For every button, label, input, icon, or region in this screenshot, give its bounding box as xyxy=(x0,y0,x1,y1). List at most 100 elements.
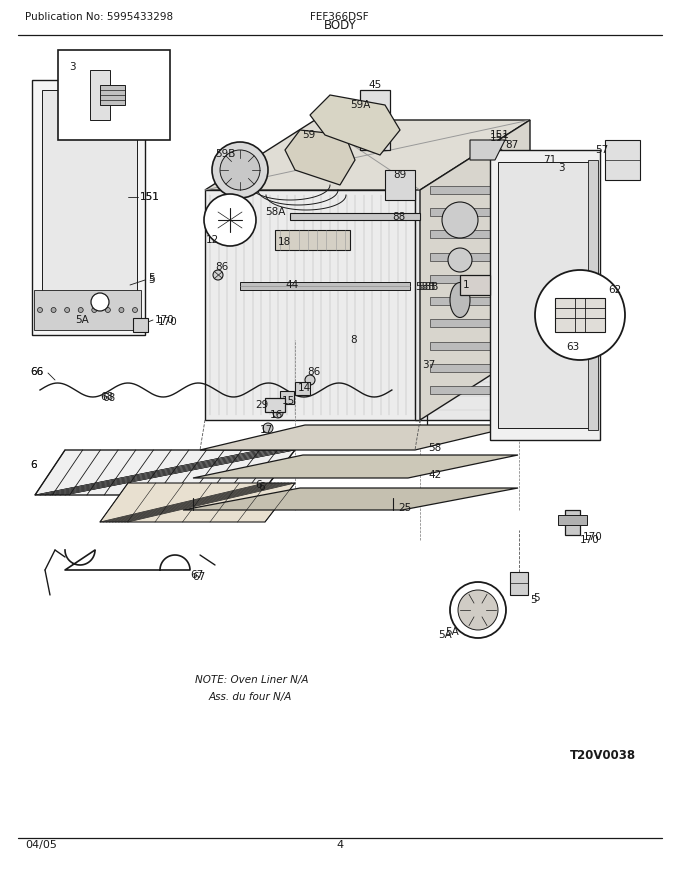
Polygon shape xyxy=(100,483,295,522)
Text: 25: 25 xyxy=(398,503,411,513)
Polygon shape xyxy=(558,515,587,525)
Polygon shape xyxy=(193,455,518,478)
Text: 68: 68 xyxy=(100,392,114,402)
Text: 21: 21 xyxy=(124,57,140,67)
Polygon shape xyxy=(430,209,560,216)
Polygon shape xyxy=(430,319,560,327)
Circle shape xyxy=(105,307,110,312)
Text: 68: 68 xyxy=(102,393,115,403)
Text: 59A: 59A xyxy=(350,100,371,110)
Circle shape xyxy=(92,307,97,312)
Text: 6: 6 xyxy=(30,460,37,470)
Circle shape xyxy=(442,202,478,238)
Polygon shape xyxy=(205,120,530,190)
Text: 57: 57 xyxy=(595,145,608,155)
Text: NOTE: Oven Liner N/A: NOTE: Oven Liner N/A xyxy=(195,675,309,685)
Circle shape xyxy=(448,248,472,272)
Text: 3: 3 xyxy=(77,65,84,75)
Text: 71: 71 xyxy=(543,155,556,165)
Text: 5A: 5A xyxy=(78,313,92,323)
Polygon shape xyxy=(275,230,350,250)
Text: 86: 86 xyxy=(307,367,320,377)
Text: T20V0038: T20V0038 xyxy=(570,749,636,762)
Text: 5: 5 xyxy=(148,275,154,285)
Circle shape xyxy=(119,307,124,312)
Text: 151: 151 xyxy=(490,133,510,143)
Polygon shape xyxy=(430,253,560,260)
Polygon shape xyxy=(290,213,420,220)
Polygon shape xyxy=(42,90,137,320)
Polygon shape xyxy=(133,318,148,332)
Circle shape xyxy=(450,582,506,638)
Polygon shape xyxy=(34,290,141,330)
Text: 5: 5 xyxy=(533,593,540,603)
Text: 17: 17 xyxy=(260,425,273,435)
Polygon shape xyxy=(605,140,640,180)
Polygon shape xyxy=(265,398,285,412)
Circle shape xyxy=(65,307,69,312)
Polygon shape xyxy=(430,386,560,394)
Polygon shape xyxy=(200,425,520,450)
Circle shape xyxy=(212,142,268,198)
Text: 58: 58 xyxy=(428,443,441,453)
Text: 170: 170 xyxy=(158,317,177,327)
Text: 66: 66 xyxy=(30,367,44,377)
Text: 62: 62 xyxy=(608,285,622,295)
Polygon shape xyxy=(430,363,560,371)
Text: 12: 12 xyxy=(205,235,219,245)
Circle shape xyxy=(37,307,42,312)
Circle shape xyxy=(220,150,260,190)
Circle shape xyxy=(535,270,625,360)
Polygon shape xyxy=(415,160,575,420)
Polygon shape xyxy=(58,50,170,140)
Text: 37: 37 xyxy=(422,360,435,370)
Text: 8: 8 xyxy=(350,335,356,345)
Text: 6: 6 xyxy=(30,460,37,470)
Text: 66: 66 xyxy=(30,367,44,377)
Text: 58A: 58A xyxy=(265,207,286,217)
Text: 63: 63 xyxy=(566,342,579,352)
Text: 45: 45 xyxy=(368,80,381,90)
Text: BODY: BODY xyxy=(324,19,356,32)
Text: 151: 151 xyxy=(140,192,160,202)
Text: 3: 3 xyxy=(558,163,564,173)
Polygon shape xyxy=(285,130,355,185)
Text: 5A: 5A xyxy=(445,627,459,637)
Text: FEF366DSF: FEF366DSF xyxy=(310,12,369,22)
Text: Ass. du four N/A: Ass. du four N/A xyxy=(209,692,292,702)
Text: 15: 15 xyxy=(282,396,295,406)
Circle shape xyxy=(213,270,223,280)
Text: 18: 18 xyxy=(278,237,291,247)
Polygon shape xyxy=(430,275,560,282)
Polygon shape xyxy=(280,391,294,404)
Text: 58B: 58B xyxy=(415,282,435,292)
Text: 14: 14 xyxy=(298,383,311,393)
Ellipse shape xyxy=(450,282,470,318)
Text: 3: 3 xyxy=(555,165,562,175)
Polygon shape xyxy=(565,510,580,535)
Polygon shape xyxy=(385,170,415,200)
Circle shape xyxy=(305,375,315,385)
Polygon shape xyxy=(205,190,420,420)
Text: 04/05: 04/05 xyxy=(25,840,57,850)
Text: 170: 170 xyxy=(583,532,602,542)
Polygon shape xyxy=(430,186,560,194)
Text: 44: 44 xyxy=(285,280,299,290)
Text: 170: 170 xyxy=(155,315,175,325)
Text: 5A: 5A xyxy=(75,315,89,325)
Text: 5: 5 xyxy=(530,595,537,605)
Text: 6: 6 xyxy=(258,482,265,492)
Circle shape xyxy=(133,307,137,312)
Text: 59: 59 xyxy=(302,130,316,140)
Polygon shape xyxy=(460,275,490,295)
Text: 67: 67 xyxy=(192,572,205,582)
Text: 67: 67 xyxy=(190,570,203,580)
Text: 58B: 58B xyxy=(418,282,439,292)
Polygon shape xyxy=(555,298,605,332)
Polygon shape xyxy=(90,70,110,120)
Polygon shape xyxy=(430,341,560,349)
Text: 5A: 5A xyxy=(438,630,452,640)
Polygon shape xyxy=(490,150,600,440)
Text: 86: 86 xyxy=(215,262,228,272)
Text: 170: 170 xyxy=(580,535,600,545)
